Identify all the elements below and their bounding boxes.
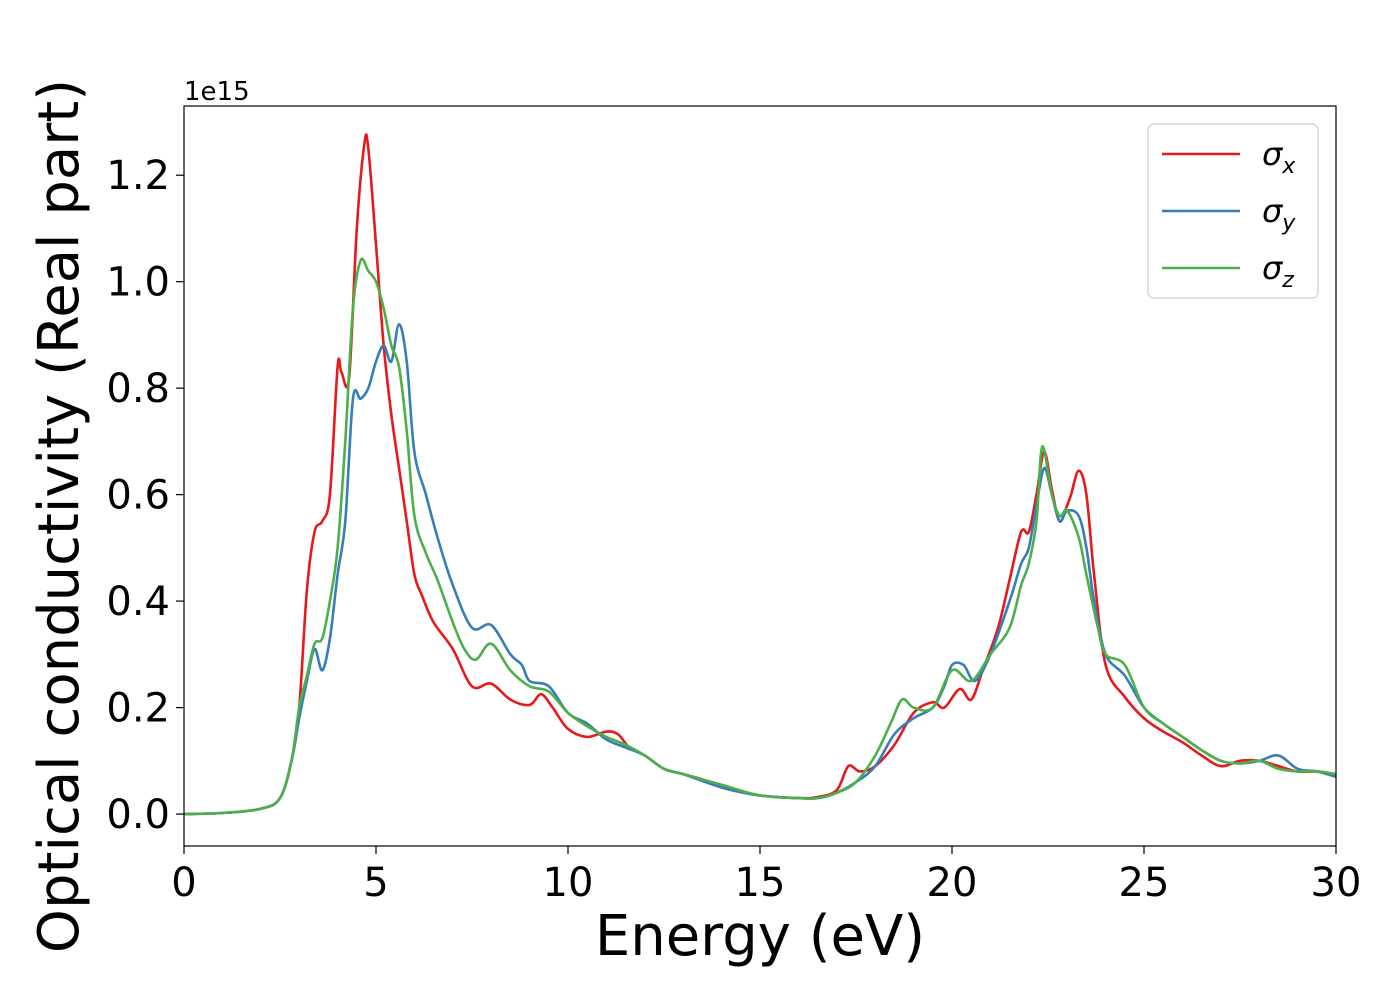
y-tick-label: 0.2: [106, 686, 170, 732]
series-line-y: [184, 322, 1336, 816]
x-tick-label: 15: [735, 860, 786, 906]
y-axis-title: Optical conductivity (Real part): [27, 79, 92, 953]
x-tick-label: 25: [1119, 860, 1170, 906]
legend-label-z: σz: [1262, 249, 1294, 293]
legend-label-y: σy: [1262, 192, 1296, 236]
series-line-z: [184, 257, 1336, 816]
y-tick-label: 1.0: [106, 260, 170, 306]
y-tick-label: 0.0: [106, 792, 170, 838]
y-tick-label: 1.2: [106, 153, 170, 199]
y-tick-label: 0.4: [106, 579, 170, 625]
x-tick-label: 5: [363, 860, 388, 906]
x-tick-label: 0: [171, 860, 196, 906]
x-axis-title: Energy (eV): [595, 904, 925, 969]
x-tick-label: 20: [927, 860, 978, 906]
x-tick-label: 10: [543, 860, 594, 906]
y-axis: 0.0 0.2 0.4 0.6 0.8 1.0 1.2: [106, 153, 184, 838]
x-tick-label: 30: [1311, 860, 1362, 906]
y-tick-label: 0.8: [106, 366, 170, 412]
x-axis: 0 5 10 15 20 25 30: [171, 846, 1361, 906]
series-layer: [184, 133, 1336, 816]
y-tick-label: 0.6: [106, 473, 170, 519]
y-offset-label: 1e15: [184, 77, 250, 107]
legend: σx σy σz: [1147, 123, 1319, 299]
legend-label-x: σx: [1262, 135, 1296, 179]
